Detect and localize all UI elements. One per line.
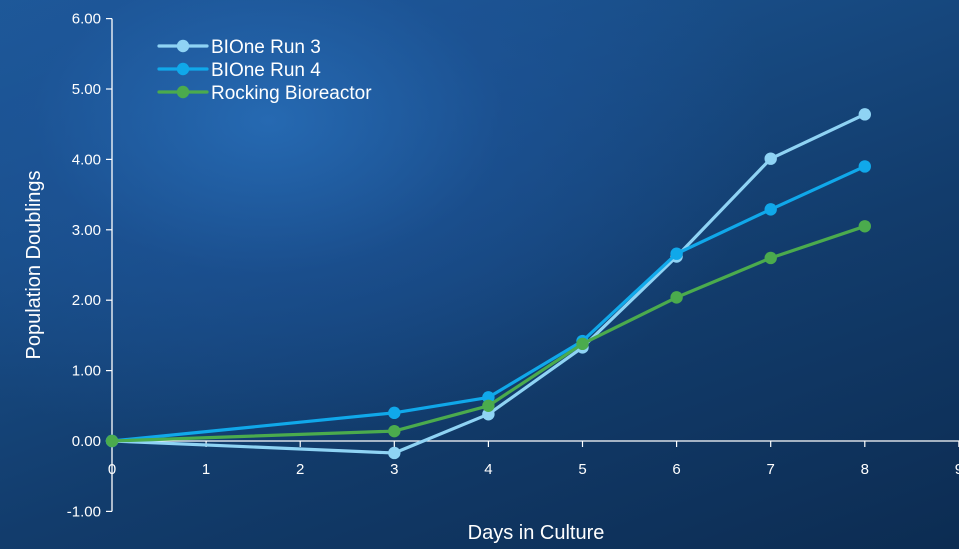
x-tick-label: 6: [672, 461, 680, 478]
y-tick-label: 0.00: [72, 433, 101, 450]
series-layer: [105, 108, 871, 460]
data-point: [670, 291, 683, 304]
y-axis-title: Population Doublings: [23, 170, 45, 359]
axes: -1.00 0.00 1.00 2.00 3.00 4.00 5.00 6.00 0 1 2 3 4 5 6…: [67, 11, 959, 520]
legend-label: BIOne Run 3: [211, 37, 321, 58]
legend-swatch-marker: [176, 85, 190, 99]
x-tick-label: 3: [390, 461, 398, 478]
data-point: [388, 446, 401, 460]
x-tick-label: 4: [484, 461, 492, 478]
y-tick-label: -1.00: [67, 503, 101, 520]
y-tick-label: 5.00: [72, 81, 101, 98]
y-tick-label: 6.00: [72, 11, 101, 28]
x-tick-label: 5: [578, 461, 586, 478]
y-tick-label: 1.00: [72, 363, 101, 380]
legend-swatch-marker: [176, 39, 190, 53]
legend-label: Rocking Bioreactor: [211, 83, 372, 104]
x-tick-label: 9: [955, 461, 959, 478]
data-point: [764, 203, 777, 216]
series-3: [105, 220, 871, 448]
data-point: [576, 337, 589, 351]
data-point: [764, 152, 777, 165]
x-tick-label: 8: [861, 461, 869, 478]
data-point: [858, 108, 871, 121]
x-tick-label: 7: [767, 461, 775, 478]
legend-item: BIOne Run 4: [157, 60, 321, 81]
x-axis-title: Days in Culture: [468, 522, 605, 544]
data-point: [858, 220, 871, 233]
data-point: [858, 160, 871, 173]
data-point: [105, 434, 119, 448]
legend-item: Rocking Bioreactor: [157, 83, 372, 104]
data-point: [670, 247, 683, 260]
legend-label: BIOne Run 4: [211, 60, 321, 81]
data-point: [482, 399, 495, 412]
y-tick-label: 4.00: [72, 151, 101, 168]
data-point: [388, 406, 401, 420]
data-point: [388, 424, 401, 438]
legend-swatch-marker: [176, 62, 190, 76]
legend-item: BIOne Run 3: [157, 37, 321, 58]
x-tick-label: 1: [202, 461, 210, 478]
data-point: [764, 251, 777, 265]
x-tick-label: 0: [108, 461, 116, 478]
y-tick-label: 2.00: [72, 292, 101, 309]
x-tick-label: 2: [296, 461, 304, 478]
y-tick-label: 3.00: [72, 222, 101, 239]
